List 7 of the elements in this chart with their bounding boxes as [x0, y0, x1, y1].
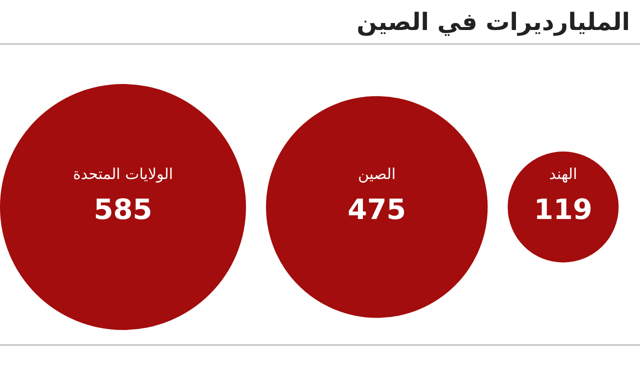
category-label: الصين	[358, 165, 396, 183]
data-label: 475	[348, 193, 406, 226]
category-label: الولايات المتحدة	[72, 165, 174, 183]
data-label: 119	[534, 193, 592, 226]
category-label: الهند	[549, 165, 578, 183]
data-label: 585	[94, 193, 152, 226]
title: المليارديرات في الصين	[356, 8, 630, 36]
